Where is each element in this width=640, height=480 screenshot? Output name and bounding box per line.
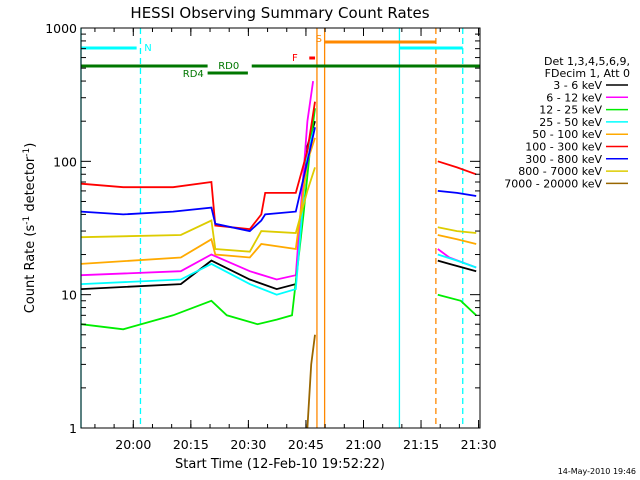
plot-frame [80,27,481,429]
legend-label: 800 - 7000 keV [518,165,602,178]
series-line-6 [80,127,477,233]
legend-label: 25 - 50 keV [539,116,602,129]
x-tick-label: 21:00 [345,437,381,452]
x-tick-label: 20:45 [288,437,324,452]
legend-header-line-2: FDecim 1, Att 0 [545,67,630,80]
annotation-label-f: F [292,53,298,64]
y-tick-label: 100 [53,154,77,169]
y-tick-label: 1 [69,421,77,436]
annotation-label-rd4: RD4 [183,69,204,80]
annotation-bars: N S F RD4 RD0 [81,34,480,80]
y-tick-label: 1000 [45,21,77,36]
series-line-8 [306,334,316,429]
annotation-label-rd0: RD0 [218,61,239,72]
x-tick-label: 21:15 [403,437,439,452]
x-axis: 20:00 20:15 20:30 20:45 21:00 21:15 21:30 [94,28,497,452]
chart-title: HESSI Observing Summary Count Rates [130,4,429,22]
x-tick-label: 20:30 [230,437,266,452]
legend-label: 300 - 800 keV [525,153,602,166]
series-line-2 [80,108,477,331]
legend: Det 1,3,4,5,6,9, FDecim 1, Att 0 3 - 6 k… [504,55,630,190]
x-axis-label: Start Time (12-Feb-10 19:52:22) [175,457,385,472]
legend-label: 12 - 25 keV [539,104,602,117]
series-line-7 [80,167,477,253]
series-line-5 [80,101,477,231]
annotation-label-n: N [144,43,151,54]
series-group [80,80,477,429]
legend-label: 3 - 6 keV [553,79,602,92]
observing-interval-markers [80,28,464,428]
x-tick-label: 21:30 [461,437,497,452]
legend-label: 50 - 100 keV [532,128,602,141]
annotation-label-s: S [316,34,322,45]
x-tick-label: 20:00 [115,437,151,452]
legend-label: 7000 - 20000 keV [504,177,602,190]
series-line-4 [80,137,477,265]
y-axis: 1 10 100 1000 [45,21,480,436]
footer-timestamp: 14-May-2010 19:46 [558,467,636,476]
legend-label: 100 - 300 keV [525,141,602,154]
y-tick-label: 10 [61,288,77,303]
x-tick-label: 20:15 [173,437,209,452]
legend-header-line-1: Det 1,3,4,5,6,9, [544,55,630,68]
y-axis-label: Count Rate (s-1 detector-1) [22,143,38,314]
legend-label: 6 - 12 keV [546,91,602,104]
